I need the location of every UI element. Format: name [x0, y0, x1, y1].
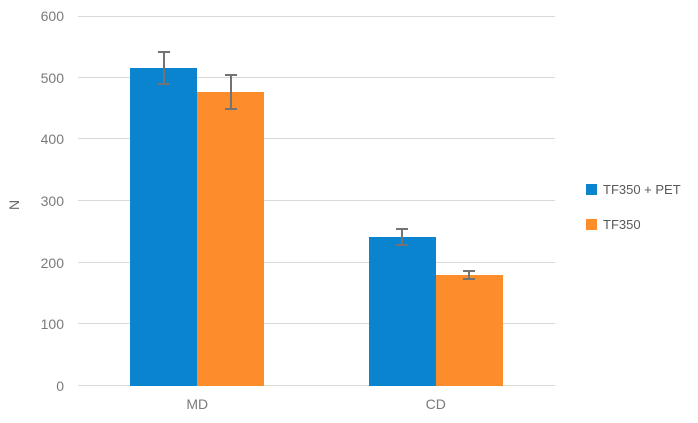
- error-bar-cap-bottom: [157, 83, 170, 86]
- plot-area: [78, 16, 555, 386]
- bar-md-tf350-pet: [130, 68, 198, 386]
- error-bar-cap-top: [463, 269, 476, 272]
- error-bar-line: [162, 52, 165, 85]
- y-tick-label-600: 600: [40, 8, 64, 24]
- y-tick-label-500: 500: [40, 69, 64, 86]
- y-tick-label-200: 200: [40, 254, 64, 271]
- bar-cd-tf350-pet: [368, 236, 436, 386]
- gridline-500: [78, 76, 555, 78]
- bar-cd-tf350: [435, 275, 503, 386]
- error-bar-cap-top: [396, 227, 409, 230]
- gridline-400: [78, 138, 555, 140]
- x-axis-line: [78, 385, 555, 386]
- gridline-100: [78, 323, 555, 325]
- gridline-200: [78, 261, 555, 263]
- error-bar-cap-top: [224, 73, 237, 76]
- legend: TF350 + PET TF350: [586, 182, 681, 252]
- y-tick-label-100: 100: [40, 316, 64, 333]
- error-bar-cap-bottom: [463, 278, 476, 281]
- legend-label-tf350-pet: TF350 + PET: [603, 182, 681, 197]
- legend-label-tf350: TF350: [603, 217, 641, 232]
- error-bar-line: [229, 74, 232, 110]
- x-category-label-cd: CD: [425, 396, 446, 412]
- y-tick-label-400: 400: [40, 131, 64, 148]
- bar-md-tf350: [197, 91, 265, 386]
- legend-item-tf350: TF350: [586, 217, 681, 232]
- error-bar-line: [468, 270, 471, 280]
- gridline-300: [78, 200, 555, 201]
- y-tick-label-0: 0: [56, 378, 64, 394]
- error-bar-cap-bottom: [396, 243, 409, 246]
- error-bar-cap-bottom: [224, 108, 237, 111]
- error-bar-cap-top: [157, 51, 170, 54]
- gridline-600: [78, 16, 555, 17]
- legend-swatch-orange: [586, 219, 597, 230]
- x-category-label-md: MD: [186, 396, 209, 412]
- error-bar-line: [401, 228, 404, 245]
- legend-swatch-blue: [586, 184, 597, 195]
- y-tick-label-300: 300: [40, 193, 64, 209]
- legend-item-tf350-pet: TF350 + PET: [586, 182, 681, 197]
